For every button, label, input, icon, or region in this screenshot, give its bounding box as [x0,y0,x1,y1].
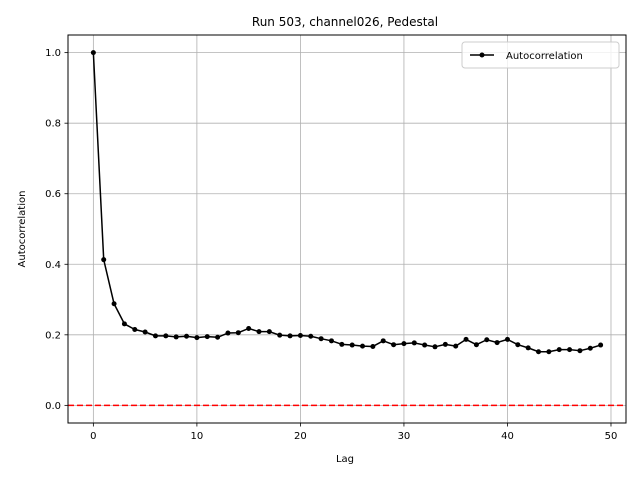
series-group [90,50,604,355]
data-point [422,342,428,348]
legend-box [461,41,620,69]
plot-frame [67,34,627,424]
data-point [442,341,448,347]
data-point [225,330,231,336]
data-point [235,330,241,336]
data-point [173,334,179,340]
data-point [546,349,552,355]
y-axis-title: Autocorrelation [17,191,28,268]
data-point [370,343,376,349]
legend: Autocorrelation [461,41,620,69]
data-point [266,329,272,335]
data-point [484,337,490,343]
data-point [556,347,562,353]
data-point [536,349,542,355]
data-point [101,257,107,263]
data-point [391,342,397,348]
x-tick-label: 20 [294,431,307,442]
data-point [297,333,303,339]
data-point [194,335,200,341]
chart-title: Run 503, channel026, Pedestal [252,15,438,29]
data-point [204,334,210,340]
data-point [256,329,262,335]
y-tick-label: 0.8 [45,119,61,130]
data-point [525,345,531,351]
data-point [287,333,293,339]
data-point [587,345,593,351]
data-point [111,301,117,307]
data-point [515,342,521,348]
data-point [90,50,96,56]
x-tick-label: 40 [501,431,514,442]
data-point [380,338,386,344]
ticks: 0 10 20 30 40 50 0.0 0.2 0.4 0.6 0.8 1.0 [45,48,617,442]
legend-label: Autocorrelation [506,51,583,62]
y-tick-label: 0.2 [45,330,61,341]
data-point [411,340,417,346]
data-point [567,347,573,353]
data-point [277,332,283,338]
legend-marker-swatch [479,52,485,58]
data-point [494,340,500,346]
data-point [453,343,459,349]
data-point [152,333,158,339]
data-point [184,333,190,339]
data-point [142,329,148,335]
x-tick-label: 0 [90,431,96,442]
data-point [598,342,604,348]
data-point [318,336,324,342]
y-tick-label: 0.6 [45,189,61,200]
y-tick-label: 1.0 [45,48,61,59]
data-point [308,333,314,339]
data-point [577,348,583,354]
data-point [504,336,510,342]
data-point [432,344,438,350]
data-point [163,333,169,339]
data-point [132,327,138,333]
data-point [463,336,469,342]
data-point [121,321,127,327]
data-point [473,342,479,348]
data-point [246,325,252,331]
x-tick-label: 10 [191,431,204,442]
x-tick-label: 50 [605,431,618,442]
data-point [328,338,334,344]
y-tick-label: 0.0 [45,401,61,412]
data-point [339,341,345,347]
data-point [360,343,366,349]
y-tick-label: 0.4 [45,260,61,271]
data-point [401,341,407,347]
x-axis-title: Lag [336,454,354,465]
data-point [349,342,355,348]
x-tick-label: 30 [398,431,411,442]
data-point [215,334,221,340]
